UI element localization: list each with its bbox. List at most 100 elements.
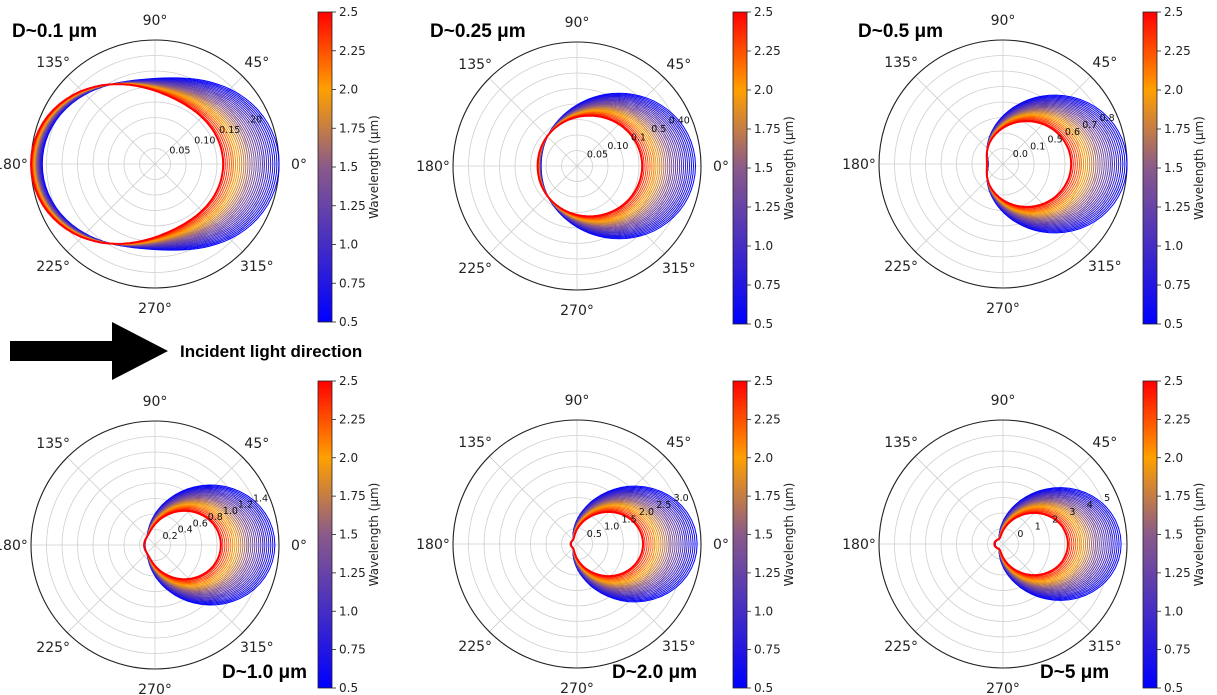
angle-tick-label: 315° bbox=[240, 259, 274, 275]
colorbar-tick-label: 1.75 bbox=[754, 489, 781, 503]
radial-tick-label: 3.0 bbox=[674, 493, 689, 504]
angle-tick-label: 135° bbox=[884, 55, 918, 71]
angle-tick-label: 135° bbox=[458, 435, 492, 451]
panel-title: D~5 μm bbox=[1040, 662, 1109, 683]
angle-tick-label: 45° bbox=[666, 57, 691, 73]
colorbar-tick-label: 1.0 bbox=[339, 238, 358, 252]
radial-tick-label: 0.6 bbox=[1065, 127, 1080, 138]
colorbar-tick-label: 0.75 bbox=[339, 643, 366, 657]
radial-tick-label: 0.4 bbox=[178, 525, 193, 536]
colorbar-label: Wavelength (μm) bbox=[782, 483, 796, 587]
angle-tick-label: 315° bbox=[1088, 639, 1122, 655]
angle-tick-label: 180° bbox=[842, 157, 876, 173]
colorbar-gradient bbox=[317, 380, 333, 689]
angle-tick-label: 315° bbox=[662, 261, 696, 277]
colorbar: 0.5 0.75 1.0 1.25 1.5 1.75 2.0 2.25 2.5 Wavelengt… bbox=[1142, 374, 1206, 695]
polar-panel: D~0.1 μm 0° 45° 90° 135° 180° 225° 270° 315° 0.05… bbox=[0, 5, 381, 329]
angle-tick-label: 135° bbox=[36, 436, 70, 452]
colorbar-tick-label: 1.5 bbox=[339, 528, 358, 542]
incident-light-arrow: Incident light direction bbox=[10, 322, 362, 380]
colorbar-tick-label: 1.75 bbox=[339, 121, 366, 135]
angle-tick-label: 45° bbox=[244, 436, 269, 452]
angular-gridline bbox=[67, 457, 156, 546]
angle-tick-label: 90° bbox=[991, 393, 1016, 409]
angular-gridline bbox=[489, 456, 578, 545]
colorbar-tick-label: 1.75 bbox=[754, 122, 781, 136]
colorbar: 0.5 0.75 1.0 1.25 1.5 1.75 2.0 2.25 2.5 Wavelengt… bbox=[1142, 5, 1206, 331]
colorbar-tick-label: 1.0 bbox=[754, 604, 773, 618]
angular-gridline bbox=[67, 76, 156, 165]
angle-tick-label: 45° bbox=[1092, 435, 1117, 451]
colorbar-tick-label: 0.75 bbox=[339, 276, 366, 290]
polar-panels: D~0.1 μm 0° 45° 90° 135° 180° 225° 270° 315° 0.05… bbox=[0, 5, 1206, 695]
colorbar-gradient bbox=[317, 11, 333, 323]
angle-tick-label: 225° bbox=[36, 640, 70, 656]
polar-frame bbox=[452, 419, 702, 669]
angle-tick-label: 225° bbox=[458, 639, 492, 655]
colorbar-tick-label: 1.5 bbox=[1164, 161, 1183, 175]
colorbar-tick-label: 1.0 bbox=[1164, 604, 1183, 618]
polar-frame bbox=[30, 420, 280, 670]
scattering-curve bbox=[536, 114, 644, 218]
angular-gridline bbox=[67, 544, 156, 633]
colorbar-tick-label: 1.25 bbox=[1164, 200, 1191, 214]
colorbar-gradient bbox=[1142, 380, 1158, 689]
colorbar-tick-label: 0.5 bbox=[1164, 681, 1183, 695]
colorbar-label: Wavelength (μm) bbox=[782, 116, 796, 220]
angle-tick-label: 45° bbox=[244, 55, 269, 71]
scattering-curve bbox=[143, 509, 222, 581]
angle-tick-label: 135° bbox=[36, 55, 70, 71]
colorbar-tick-label: 1.25 bbox=[754, 200, 781, 214]
colorbar-tick-label: 1.0 bbox=[339, 604, 358, 618]
angle-tick-label: 315° bbox=[1088, 259, 1122, 275]
radial-tick-label: 0.8 bbox=[208, 512, 223, 523]
colorbar-tick-label: 2.25 bbox=[1164, 412, 1191, 426]
radial-tick-label: 0.1 bbox=[631, 133, 646, 144]
colorbar-tick-label: 2.5 bbox=[754, 374, 773, 388]
radial-tick-label: 1 bbox=[1035, 522, 1041, 533]
colorbar: 0.5 0.75 1.0 1.25 1.5 1.75 2.0 2.25 2.5 Wavelengt… bbox=[732, 374, 796, 695]
radial-tick-label: 2.5 bbox=[656, 500, 671, 511]
radial-tick-label: 1.0 bbox=[604, 522, 619, 533]
radial-tick-label: 0.7 bbox=[1082, 120, 1097, 131]
colorbar: 0.5 0.75 1.0 1.25 1.5 1.75 2.0 2.25 2.5 Wavelengt… bbox=[317, 374, 381, 695]
radial-tick-label: 0.05 bbox=[587, 150, 608, 161]
radial-tick-label: 0.8 bbox=[1100, 113, 1115, 124]
colorbar-tick-label: 2.5 bbox=[1164, 374, 1183, 388]
scattering-curve bbox=[985, 120, 1073, 208]
angle-tick-label: 0° bbox=[291, 157, 307, 173]
panel-title: D~0.5 μm bbox=[858, 21, 943, 42]
colorbar-tick-label: 0.75 bbox=[1164, 643, 1191, 657]
radial-tick-label: 1.2 bbox=[238, 500, 253, 511]
colorbar-tick-label: 0.5 bbox=[754, 317, 773, 331]
radial-tick-label: 3 bbox=[1069, 507, 1075, 518]
panel-title: D~0.1 μm bbox=[12, 21, 97, 42]
angular-gridline bbox=[915, 76, 1004, 165]
angle-tick-label: 270° bbox=[560, 303, 594, 319]
angle-tick-label: 270° bbox=[138, 682, 172, 695]
angular-gridline bbox=[915, 456, 1004, 545]
angular-gridline bbox=[67, 163, 156, 252]
colorbar: 0.5 0.75 1.0 1.25 1.5 1.75 2.0 2.25 2.5 Wavelengt… bbox=[317, 5, 381, 329]
colorbar-gradient bbox=[1142, 11, 1158, 325]
colorbar-tick-label: 2.25 bbox=[754, 44, 781, 58]
radial-tick-label: 2 bbox=[1052, 514, 1058, 525]
colorbar-tick-label: 2.25 bbox=[754, 412, 781, 426]
radial-tick-label: 5 bbox=[1104, 493, 1110, 504]
radial-tick-label: 2.0 bbox=[639, 507, 654, 518]
scattering-curve bbox=[569, 510, 645, 578]
radial-tick-label: 0.10 bbox=[607, 141, 628, 152]
colorbar-tick-label: 0.5 bbox=[1164, 317, 1183, 331]
panel-title: D~2.0 μm bbox=[612, 662, 697, 683]
colorbar-gradient bbox=[732, 380, 748, 689]
panel-title: D~0.25 μm bbox=[430, 21, 526, 42]
angular-gridline bbox=[489, 165, 578, 254]
colorbar-tick-label: 0.75 bbox=[754, 278, 781, 292]
incident-light-label: Incident light direction bbox=[180, 342, 362, 361]
angle-tick-label: 0° bbox=[713, 537, 729, 553]
angle-tick-label: 90° bbox=[565, 15, 590, 31]
radial-tick-label: 0.1 bbox=[1030, 142, 1045, 153]
colorbar-tick-label: 2.5 bbox=[1164, 5, 1183, 19]
angle-tick-label: 315° bbox=[240, 640, 274, 656]
